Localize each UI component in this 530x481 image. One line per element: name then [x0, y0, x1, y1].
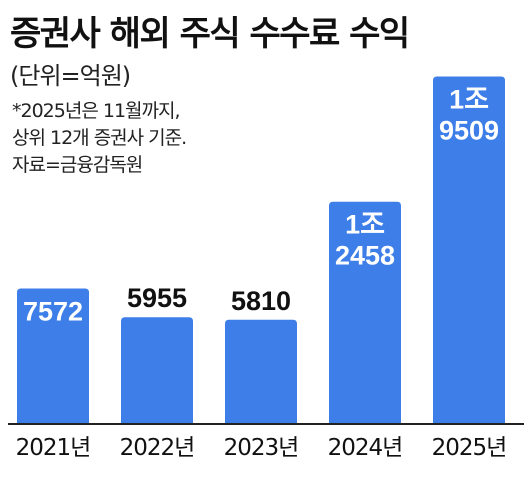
data-label: 7572 [23, 297, 83, 327]
bar [329, 201, 401, 423]
chart-subtitle: (단위=억원) [10, 62, 131, 90]
note-line: 상위 12개 증권사 기준. [12, 127, 187, 149]
data-label: 9509 [439, 115, 499, 145]
bar [433, 76, 505, 423]
data-label: 2458 [335, 241, 395, 271]
data-label: 1조 [345, 210, 385, 240]
data-label: 5955 [127, 283, 187, 313]
bar [121, 317, 193, 423]
data-label: 1조 [449, 84, 489, 114]
x-tick-label: 2023년 [224, 435, 299, 461]
note-line: *2025년은 11월까지, [12, 100, 181, 122]
x-tick-label: 2022년 [120, 435, 195, 461]
x-tick-label: 2024년 [328, 435, 403, 461]
note-line: 자료=금융감독원 [12, 154, 143, 176]
bar [225, 319, 297, 423]
chart-notes: *2025년은 11월까지, 상위 12개 증권사 기준. 자료=금융감독원 [12, 98, 187, 179]
bar [17, 288, 89, 423]
chart-title: 증권사 해외 주식 수수료 수익 [10, 14, 410, 54]
x-tick-label: 2021년 [16, 435, 91, 461]
x-tick-label: 2025년 [432, 435, 507, 461]
data-label: 5810 [231, 286, 291, 316]
